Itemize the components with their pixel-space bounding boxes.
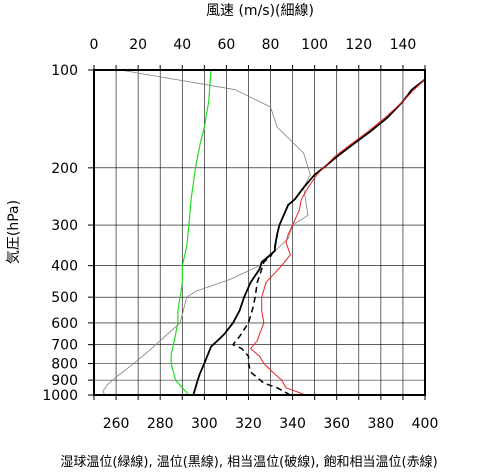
series-potential-temperature <box>192 78 426 396</box>
y-tick-label: 500 <box>51 290 78 306</box>
x-tick-label: 360 <box>323 416 350 432</box>
y-tick-label: 400 <box>51 259 78 275</box>
x2-tick-label: 100 <box>301 37 328 53</box>
series-wet-bulb-potential-temperature <box>170 69 212 396</box>
x-tick-label: 280 <box>147 416 174 432</box>
y-tick-label: 600 <box>51 316 78 332</box>
plot-series <box>102 69 426 396</box>
x2-tick-label: 0 <box>90 37 99 53</box>
axes <box>88 65 426 400</box>
x-tick-label: 340 <box>279 416 306 432</box>
y-axis-label: 気圧(hPa) <box>6 200 22 264</box>
series-saturated-equivalent-potential-temperature <box>250 79 426 396</box>
grid <box>93 69 426 396</box>
y-tick-label: 200 <box>51 161 78 177</box>
x2-tick-label: 120 <box>345 37 372 53</box>
y-tick-label: 100 <box>51 63 78 79</box>
x-tick-label: 400 <box>412 416 439 432</box>
y-tick-label: 800 <box>51 357 78 373</box>
x-tick-label: 380 <box>367 416 394 432</box>
x2-tick-label: 60 <box>217 37 235 53</box>
series-wind-speed <box>102 69 311 396</box>
x2-tick-label: 140 <box>390 37 417 53</box>
x-tick-label: 300 <box>191 416 218 432</box>
plot-frame <box>93 69 426 396</box>
x2-tick-label: 80 <box>262 37 280 53</box>
y-tick-label: 700 <box>51 338 78 354</box>
x-tick-label: 320 <box>235 416 262 432</box>
tick-labels: 260 280 300 320 340 360 380 400 0 20 40 60 80 100 120 1… <box>42 37 438 432</box>
x2-tick-label: 20 <box>129 37 147 53</box>
x-tick-label: 260 <box>103 416 130 432</box>
top-axis-label: 風速 (m/s)(細線) <box>206 3 314 19</box>
x2-tick-label: 40 <box>173 37 191 53</box>
y-tick-label: 300 <box>51 218 78 234</box>
series-equivalent-potential-temperature <box>232 78 426 396</box>
y-tick-label: 900 <box>51 373 78 389</box>
y-tick-label: 1000 <box>42 388 78 404</box>
x-axis-label: 湿球温位(緑線), 温位(黒線), 相当温位(破線), 飽和相当温位(赤線) <box>60 454 437 470</box>
